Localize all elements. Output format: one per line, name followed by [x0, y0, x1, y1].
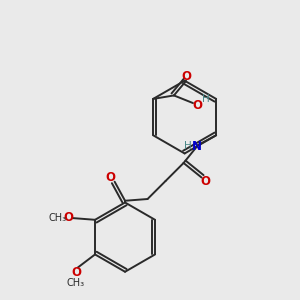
- Text: O: O: [63, 211, 73, 224]
- Text: O: O: [201, 175, 211, 188]
- Text: O: O: [182, 70, 191, 83]
- Text: O: O: [71, 266, 81, 279]
- Text: O: O: [193, 99, 202, 112]
- Text: H: H: [202, 94, 210, 104]
- Text: CH₃: CH₃: [67, 278, 85, 288]
- Text: N: N: [191, 140, 201, 153]
- Text: O: O: [105, 171, 115, 184]
- Text: CH₃: CH₃: [49, 213, 67, 223]
- Text: H: H: [184, 141, 192, 152]
